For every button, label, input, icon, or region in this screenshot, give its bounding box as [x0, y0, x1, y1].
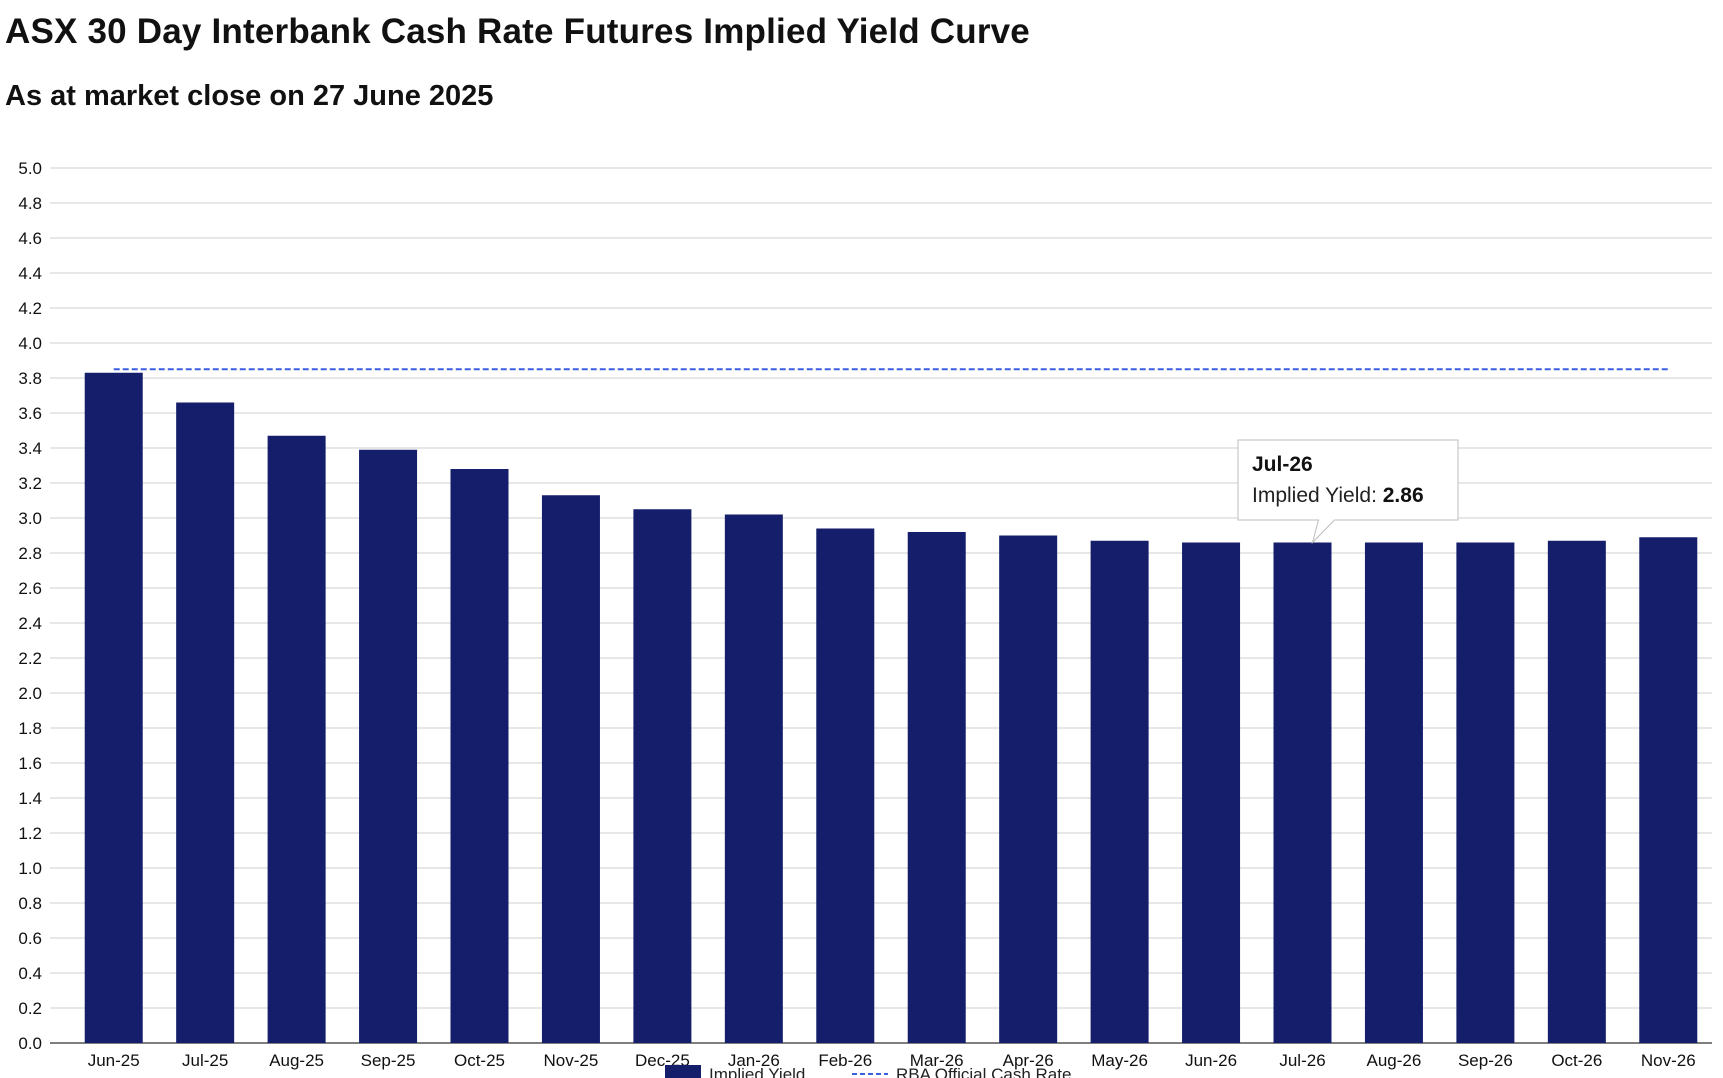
bar-jul-26[interactable] [1273, 542, 1332, 1044]
y-tick-label: 2.6 [18, 579, 42, 598]
tooltip-value: 2.86 [1383, 484, 1424, 507]
x-tick-label: Jun-25 [88, 1051, 140, 1070]
y-tick-label: 1.6 [18, 754, 42, 773]
x-tick-label: May-26 [1091, 1051, 1148, 1070]
y-tick-label: 3.6 [18, 404, 42, 423]
y-tick-label: 2.2 [18, 649, 42, 668]
legend: Implied Yield RBA Official Cash Rate [665, 1065, 1071, 1078]
tooltip-box [1237, 439, 1459, 545]
x-tick-label: Feb-26 [818, 1051, 872, 1070]
legend-label-rba-cash-rate: RBA Official Cash Rate [896, 1065, 1071, 1078]
y-tick-label: 3.4 [18, 439, 42, 458]
chart-title: ASX 30 Day Interbank Cash Rate Futures I… [5, 12, 1030, 51]
x-tick-label: Aug-25 [269, 1051, 324, 1070]
tooltip-category: Jul-26 [1252, 453, 1313, 476]
y-tick-label: 5.0 [18, 159, 42, 178]
bar-jul-25[interactable] [176, 402, 235, 1044]
bar-aug-25[interactable] [267, 435, 326, 1043]
y-tick-label: 0.2 [18, 999, 42, 1018]
x-tick-label: Nov-25 [544, 1051, 599, 1070]
bar-dec-25[interactable] [633, 509, 692, 1043]
y-tick-label: 0.6 [18, 929, 42, 948]
x-tick-label: Sep-25 [361, 1051, 416, 1070]
x-axis: Jun-25 Jul-25 Aug-25 Sep-25 Oct-25 Nov-25 Dec-… [88, 1051, 1696, 1070]
y-tick-label: 0.4 [18, 964, 42, 983]
bar-jun-25[interactable] [84, 372, 143, 1043]
y-tick-label: 1.0 [18, 859, 42, 878]
bar-apr-26[interactable] [999, 535, 1058, 1044]
bar-sep-26[interactable] [1456, 542, 1515, 1044]
x-tick-label: Jul-25 [182, 1051, 228, 1070]
bar-nov-25[interactable] [541, 495, 600, 1043]
y-tick-label: 2.0 [18, 684, 42, 703]
x-tick-label: Nov-26 [1641, 1051, 1696, 1070]
legend-label-implied-yield: Implied Yield [709, 1065, 805, 1078]
y-tick-label: 2.8 [18, 544, 42, 563]
bar-aug-26[interactable] [1364, 542, 1423, 1044]
y-tick-label: 3.0 [18, 509, 42, 528]
bar-oct-25[interactable] [450, 469, 509, 1043]
x-tick-label: Oct-25 [454, 1051, 505, 1070]
x-tick-label: Aug-26 [1367, 1051, 1422, 1070]
bars [84, 372, 1698, 1044]
y-tick-label: 2.4 [18, 614, 42, 633]
tooltip-label: Implied Yield: [1252, 484, 1383, 507]
bar-oct-26[interactable] [1547, 540, 1606, 1043]
bar-may-26[interactable] [1090, 540, 1149, 1043]
y-tick-label: 4.4 [18, 264, 42, 283]
x-tick-label: Jul-26 [1279, 1051, 1325, 1070]
bar-nov-26[interactable] [1639, 537, 1698, 1043]
y-tick-label: 0.0 [18, 1034, 42, 1053]
y-tick-label: 1.8 [18, 719, 42, 738]
x-tick-label: Sep-26 [1458, 1051, 1513, 1070]
y-axis: 0.0 0.2 0.4 0.6 0.8 1.0 1.2 1.4 1.6 1.8 2.0 2.2 2.4 2… [18, 159, 42, 1053]
y-tick-label: 4.6 [18, 229, 42, 248]
bar-jun-26[interactable] [1182, 542, 1241, 1044]
x-tick-label: Jun-26 [1185, 1051, 1237, 1070]
x-tick-label: Apr-26 [1003, 1051, 1054, 1070]
x-tick-label: Mar-26 [910, 1051, 964, 1070]
legend-swatch-implied-yield [665, 1065, 701, 1078]
y-tick-label: 4.2 [18, 299, 42, 318]
y-tick-label: 4.8 [18, 194, 42, 213]
y-tick-label: 0.8 [18, 894, 42, 913]
y-tick-label: 4.0 [18, 334, 42, 353]
y-tick-label: 3.2 [18, 474, 42, 493]
y-tick-label: 1.4 [18, 789, 42, 808]
bar-mar-26[interactable] [907, 532, 966, 1043]
y-tick-label: 1.2 [18, 824, 42, 843]
x-tick-label: Jan-26 [728, 1051, 780, 1070]
tooltip-line: Implied Yield: 2.86 [1252, 484, 1424, 507]
bar-feb-26[interactable] [816, 528, 875, 1044]
y-tick-label: 3.8 [18, 369, 42, 388]
chart-subtitle: As at market close on 27 June 2025 [5, 80, 494, 112]
x-tick-label: Oct-26 [1551, 1051, 1602, 1070]
tooltip: Jul-26 Implied Yield: 2.86 [1237, 439, 1459, 545]
bar-sep-25[interactable] [359, 449, 418, 1043]
bar-jan-26[interactable] [724, 514, 783, 1044]
